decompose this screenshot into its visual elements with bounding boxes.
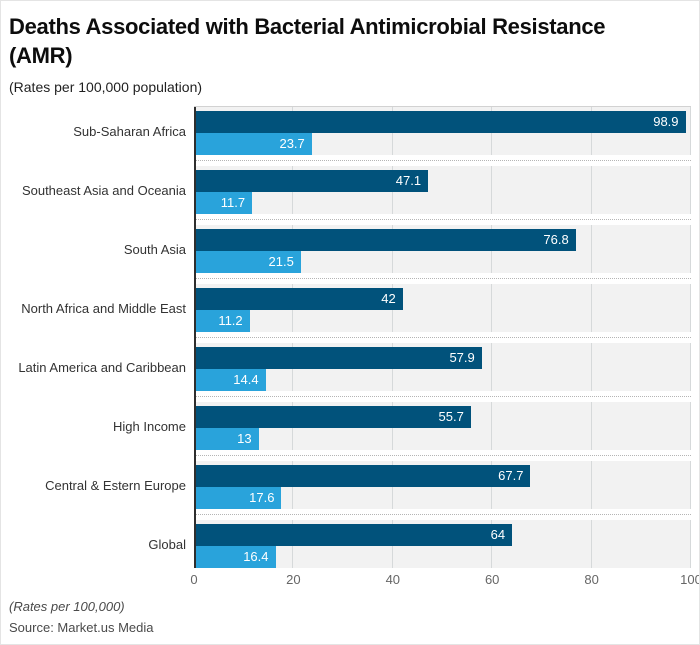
bar-value-label: 11.2 — [218, 313, 243, 328]
bar: 67.7 — [194, 465, 531, 487]
bar: 11.7 — [194, 192, 253, 214]
bar-value-label: 11.7 — [220, 195, 246, 210]
bar-value-label: 47.1 — [395, 173, 422, 188]
x-tick-label: 20 — [286, 572, 301, 587]
x-axis: 0 20 40 60 80 100 — [190, 572, 699, 590]
bar-value-label: 16.4 — [243, 549, 269, 564]
footnote: (Rates per 100,000) — [9, 599, 125, 614]
bar: 11.2 — [194, 310, 250, 332]
plot-area: 98.9 23.7 47.1 11.7 76.8 21.5 42 11.2 57.9 14.4 55… — [194, 106, 691, 568]
row-separator-dotted-line — [194, 160, 691, 161]
bar: 13 — [194, 428, 259, 450]
bar: 17.6 — [194, 487, 282, 509]
bar: 42 — [194, 288, 403, 310]
bar-value-label: 17.6 — [249, 490, 275, 505]
category-labels: Sub-Saharan Africa Southeast Asia and Oce… — [1, 106, 186, 568]
row-separator — [194, 450, 691, 461]
row-separator — [194, 214, 691, 225]
bar-value-label: 42 — [381, 291, 396, 306]
bar-value-label: 23.7 — [279, 136, 305, 151]
bar: 21.5 — [194, 251, 301, 273]
category-label: Central & Estern Europe — [45, 478, 186, 493]
row-separator — [194, 273, 691, 284]
bar: 16.4 — [194, 546, 276, 568]
row-separator-dotted-line — [194, 455, 691, 456]
bar-value-label: 55.7 — [438, 409, 464, 424]
row-separator — [194, 509, 691, 520]
x-tick-label: 80 — [584, 572, 599, 587]
bar: 64 — [194, 524, 513, 546]
bar-value-label: 64 — [490, 527, 506, 542]
chart-subtitle: (Rates per 100,000 population) — [9, 79, 203, 95]
category-label: Sub-Saharan Africa — [73, 124, 186, 139]
chart-title: Deaths Associated with Bacterial Antimic… — [9, 12, 691, 70]
x-tick-label: 0 — [190, 572, 198, 587]
bar: 98.9 — [194, 111, 686, 133]
category-label: Southeast Asia and Oceania — [21, 183, 186, 198]
row-separator-dotted-line — [194, 396, 691, 397]
category-label: Global — [148, 537, 186, 552]
bar: 76.8 — [194, 229, 576, 251]
chart-header: Deaths Associated with Bacterial Antimic… — [1, 1, 699, 95]
category-label: High Income — [113, 419, 186, 434]
bar-value-label: 67.7 — [498, 468, 524, 483]
bar: 57.9 — [194, 347, 482, 369]
chart-area: Sub-Saharan Africa Southeast Asia and Oce… — [1, 106, 699, 590]
row-separator-dotted-line — [194, 219, 691, 220]
row-separator-dotted-line — [194, 278, 691, 279]
row-separator-dotted-line — [194, 514, 691, 515]
x-tick-label: 100 — [680, 572, 700, 587]
category-label: Latin America and Caribbean — [18, 360, 186, 375]
bar: 23.7 — [194, 133, 312, 155]
bar-value-label: 13 — [237, 431, 252, 446]
row-separator-dotted-line — [194, 337, 691, 338]
x-tick-label: 60 — [484, 572, 500, 587]
row-separator — [194, 332, 691, 343]
bar-value-label: 21.5 — [268, 254, 294, 269]
bar-value-label: 76.8 — [543, 232, 569, 247]
bar: 47.1 — [194, 170, 429, 192]
source-credit: Source: Market.us Media — [9, 620, 154, 635]
bar-value-label: 98.9 — [653, 114, 679, 129]
x-tick-label: 40 — [385, 572, 401, 587]
chart-footer: (Rates per 100,000) Source: Market.us Me… — [9, 597, 154, 635]
bar-value-label: 14.4 — [233, 372, 259, 387]
chart-title-line2: (AMR) — [9, 43, 73, 68]
bar-value-label: 57.9 — [449, 350, 475, 365]
bar: 55.7 — [194, 406, 471, 428]
y-axis-line — [194, 107, 196, 568]
chart-title-line1: Deaths Associated with Bacterial Antimic… — [9, 14, 606, 39]
category-label: North Africa and Middle East — [21, 301, 186, 316]
row-separator — [194, 391, 691, 402]
bar: 14.4 — [194, 369, 266, 391]
row-separator — [194, 155, 691, 166]
category-label: South Asia — [123, 242, 186, 257]
